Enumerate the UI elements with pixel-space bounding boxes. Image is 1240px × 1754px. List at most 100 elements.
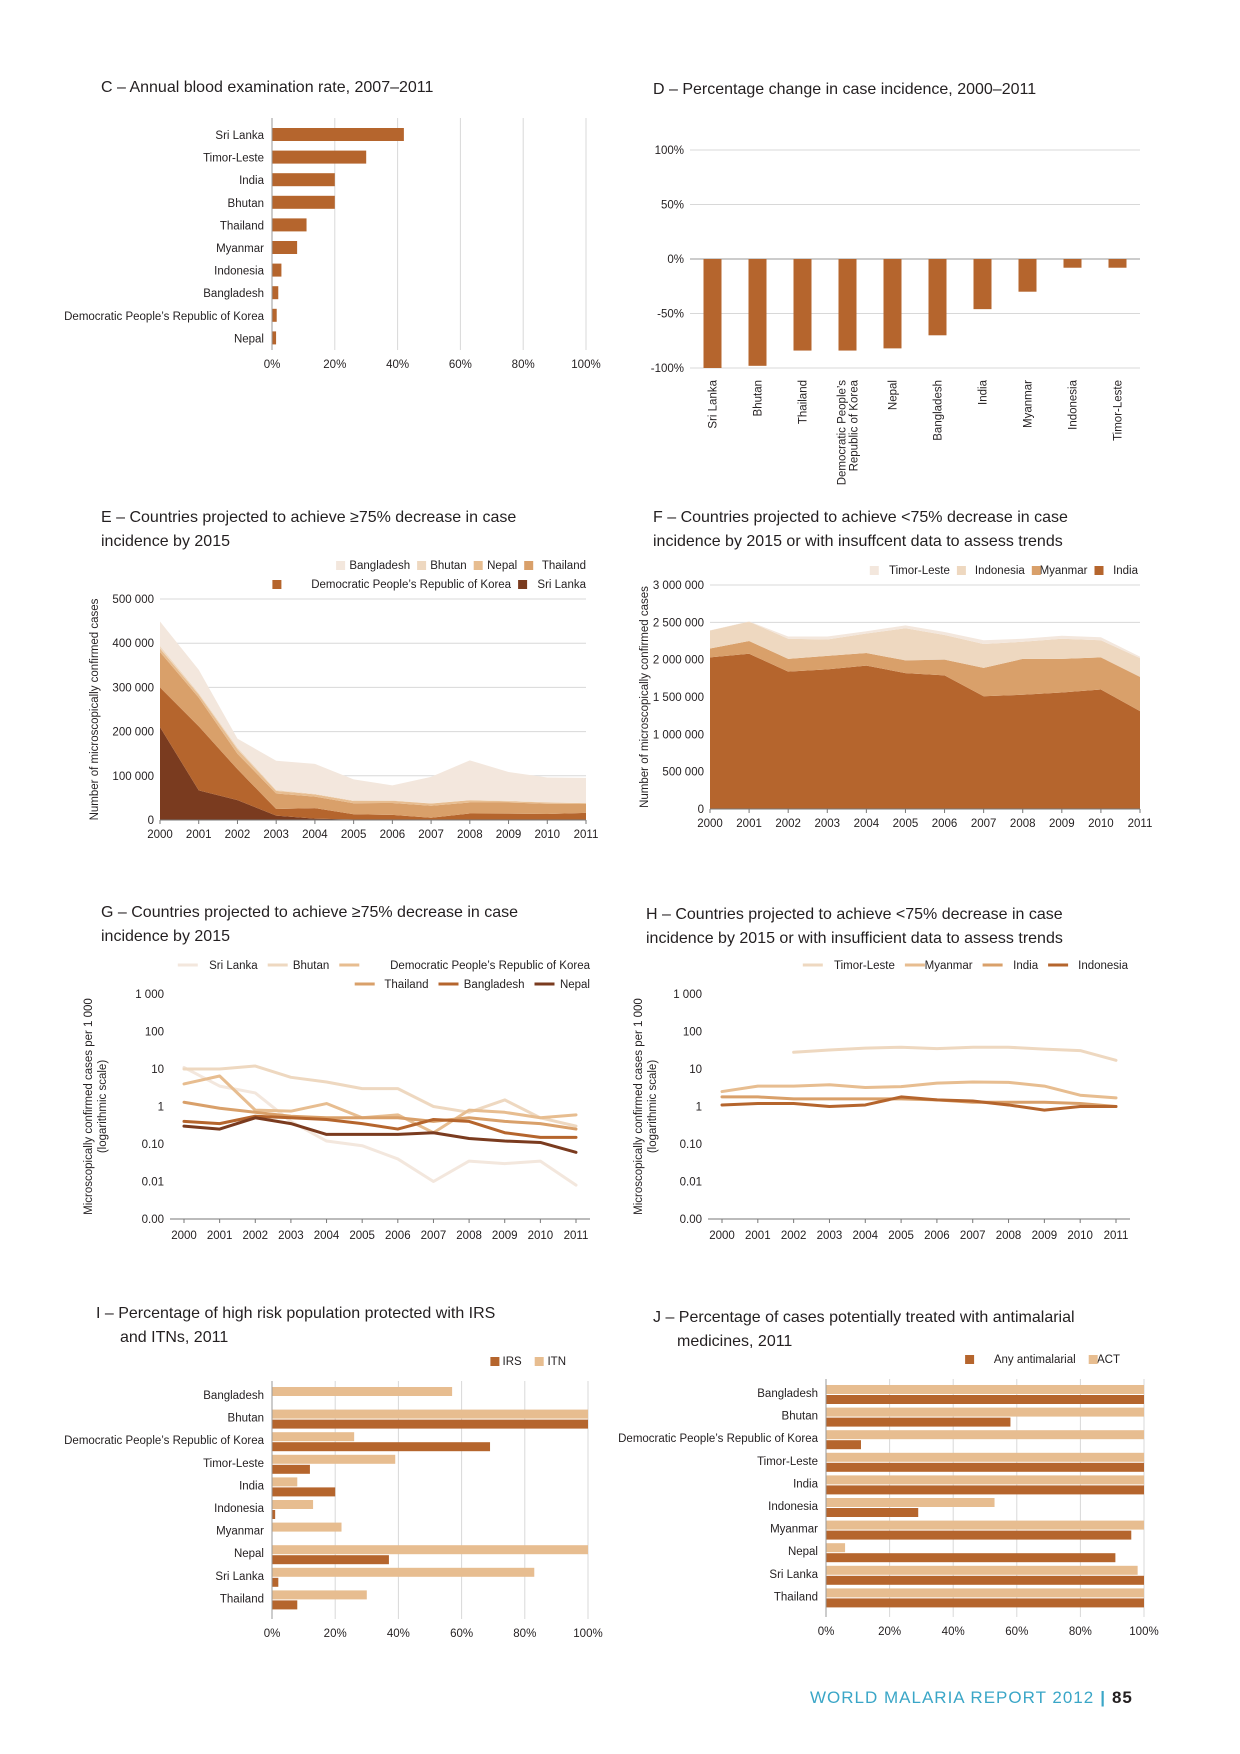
x-tick-label: 0%: [818, 1626, 835, 1638]
bar-itn-bhutan: [272, 1409, 588, 1419]
y-tick-label: 0: [698, 804, 704, 816]
y-axis-label: Microscopically confirmed cases per 1 00…: [83, 998, 95, 1215]
chart-j-treatment-bars: 0% 20% 40% 60% 80% 100% Bangladesh Bhutan Democr…: [618, 1354, 1159, 1638]
area-india: [710, 653, 1140, 809]
category-label: Thailand: [774, 1591, 818, 1603]
category-label: Myanmar: [216, 243, 264, 255]
y-tick-label: 500 000: [662, 767, 704, 779]
bar-irs-indonesia: [272, 1510, 276, 1519]
x-tick-label: 2006: [924, 1230, 950, 1242]
category-label-group: Democratic People’s Republic of Korea: [837, 379, 861, 485]
category-label: Indonesia: [1068, 379, 1080, 429]
chart-f-title-line1: F – Countries projected to achieve <75% …: [653, 509, 1068, 526]
x-tick-label: 0%: [264, 1628, 281, 1640]
legend-swatch-thailand: [524, 561, 534, 570]
legend-label: India: [1013, 960, 1039, 972]
y-tick-label: 500 000: [112, 594, 154, 606]
y-tick-label: 0.00: [142, 1214, 164, 1226]
legend-label: Nepal: [487, 560, 517, 572]
legend-label: Bangladesh: [349, 560, 410, 572]
y-tick-label: 1: [696, 1102, 702, 1114]
category-label: Nepal: [888, 380, 900, 410]
category-label: Democratic People’s Republic of Korea: [618, 1433, 818, 1445]
category-label: Thailand: [798, 380, 810, 424]
x-tick-label: 2007: [971, 818, 997, 830]
report-name: WORLD MALARIA REPORT 2012: [810, 1688, 1095, 1707]
category-label: Nepal: [234, 333, 264, 345]
bar-act-indonesia: [826, 1498, 995, 1507]
category-label: India: [793, 1478, 819, 1490]
bar-itn-democratic-people-s-republic-of-korea: [272, 1432, 355, 1442]
y-tick-label: 100: [145, 1027, 164, 1039]
x-tick-label: 2010: [1088, 818, 1114, 830]
legend-label: Democratic People’s Republic of Korea: [311, 579, 511, 591]
bar-irs-democratic-people-s-republic-of-korea: [272, 1442, 491, 1452]
y-tick-label: 0: [148, 815, 154, 827]
y-axis-label: Number of microscopically confirmed case…: [639, 586, 651, 808]
chart-g-log-lines: 1 000 100 10 1 0.10 0.01 0.00 2000 2001 2002 2003 2…: [83, 960, 591, 1242]
legend-label: Timor-Leste: [889, 565, 950, 577]
x-tick-label: 2005: [349, 1230, 375, 1242]
x-tick-label: 2010: [528, 1230, 554, 1242]
x-tick-label: 2002: [775, 818, 801, 830]
x-tick-label: 2011: [564, 1230, 589, 1242]
x-tick-label: 2007: [960, 1230, 986, 1242]
legend-label: ACT: [1097, 1354, 1120, 1366]
y-tick-label: 3 000 000: [653, 580, 704, 592]
category-label: Thailand: [220, 1593, 264, 1605]
x-tick-label: 100%: [571, 359, 600, 371]
bar-any-antimalarial-bangladesh: [826, 1395, 1144, 1404]
bar-itn-indonesia: [272, 1500, 314, 1509]
x-tick-label: 2009: [492, 1230, 518, 1242]
category-label: Nepal: [788, 1546, 818, 1558]
x-tick-label: 2006: [380, 829, 406, 841]
legend-swatch-nepal: [473, 561, 483, 570]
y-tick-label: 1 500 000: [653, 692, 704, 704]
x-tick-label: 2003: [278, 1230, 304, 1242]
x-tick-label: 2009: [1049, 818, 1075, 830]
page-footer: WORLD MALARIA REPORT 2012 | 85: [810, 1688, 1160, 1714]
category-label: Bangladesh: [203, 288, 264, 300]
x-tick-label: 2005: [341, 829, 367, 841]
area-myanmar: [710, 641, 1140, 712]
area-timor-leste: [710, 621, 1140, 659]
category-label: India: [239, 175, 265, 187]
bar-any-antimalarial-india: [826, 1485, 1144, 1495]
bar-act-democratic-people-s-republic-of-korea: [826, 1430, 1144, 1440]
y-tick-label: 0.10: [680, 1139, 702, 1151]
category-label: Myanmar: [1023, 380, 1035, 428]
chart-i-title-line1: I – Percentage of high risk population p…: [96, 1305, 496, 1322]
x-tick-label: 100%: [1129, 1626, 1158, 1638]
bar-nepal: [883, 259, 902, 349]
y-axis-label: Microscopically confirmed cases per 1 00…: [633, 998, 645, 1215]
chart-j-title-line2: medicines, 2011: [677, 1333, 793, 1350]
bar-act-sri-lanka: [826, 1565, 1138, 1575]
bar-act-thailand: [826, 1588, 1144, 1598]
legend-swatch-irs: [490, 1357, 500, 1366]
y-tick-label: 200 000: [112, 727, 154, 739]
legend-swatch-any-antimalarial: [965, 1355, 975, 1364]
bar-irs-thailand: [272, 1600, 298, 1610]
bar-irs-timor-leste: [272, 1464, 310, 1474]
legend-label: Indonesia: [1078, 960, 1128, 972]
x-tick-label: 2002: [781, 1230, 807, 1242]
bar-indonesia: [272, 263, 282, 277]
category-label: Timor-Leste: [203, 1458, 264, 1470]
category-label: Indonesia: [214, 266, 264, 278]
category-label: Democratic People’s Republic of Korea: [64, 311, 264, 323]
bar-act-timor-leste: [826, 1452, 1144, 1462]
x-tick-label: 60%: [449, 359, 472, 371]
x-tick-label: 2001: [736, 818, 762, 830]
category-label: Sri Lanka: [215, 130, 264, 142]
y-axis-label: (logarithmic scale): [97, 1060, 109, 1153]
line-bhutan: [182, 1064, 578, 1128]
bar-myanmar: [1018, 259, 1037, 292]
legend-label: ITN: [547, 1356, 566, 1368]
category-label-group: Myanmar: [1023, 380, 1035, 428]
bar-sri-lanka: [703, 259, 722, 368]
x-tick-label: 2004: [314, 1230, 340, 1242]
category-label-group: Timor-Leste: [1113, 380, 1125, 441]
bar-irs-nepal: [272, 1555, 389, 1565]
bar-any-antimalarial-democratic-people-s-republic-of-korea: [826, 1440, 861, 1450]
chart-h-title-line2: incidence by 2015 or with insufficient d…: [646, 930, 1063, 947]
